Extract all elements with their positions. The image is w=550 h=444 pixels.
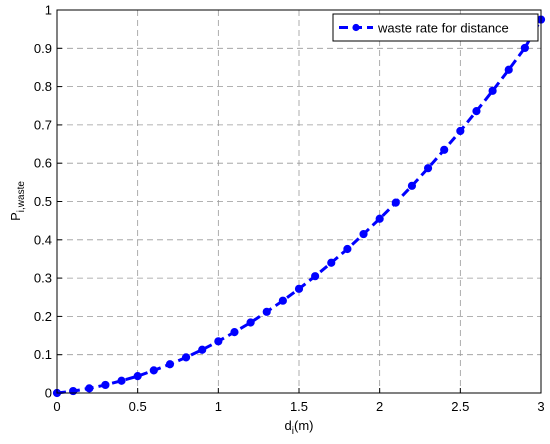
series-marker	[230, 328, 239, 337]
x-label-text: d	[285, 418, 292, 433]
series-marker	[278, 296, 287, 305]
series-marker	[149, 366, 158, 375]
series-marker	[343, 244, 352, 254]
ticks: 0 0.5 1 1.5 2 2.5 3 0 0.1 0.2 0.3 0.4 0.5 0.6 0.7 0.8 0.…	[34, 3, 545, 415]
y-tick-label: 0.7	[34, 117, 52, 132]
y-axis-label: Pi,waste	[8, 181, 27, 221]
y-tick-label: 0.1	[34, 347, 52, 362]
series-marker	[165, 360, 175, 369]
x-axis-label: di(m)	[285, 418, 314, 437]
x-tick-label: 0.5	[129, 399, 147, 414]
series-marker	[117, 376, 126, 385]
series-marker	[311, 272, 320, 281]
series-marker	[375, 214, 384, 223]
series-marker	[246, 318, 255, 327]
series-marker	[327, 258, 336, 267]
y-tick-label: 0	[45, 386, 52, 401]
y-tick-label: 0.5	[34, 194, 52, 209]
series-marker	[359, 229, 368, 239]
legend-label: waste rate for distance	[377, 21, 509, 36]
series-marker	[423, 164, 433, 173]
series-marker	[101, 380, 110, 390]
legend: waste rate for distance	[332, 13, 539, 42]
y-tick-label: 0.9	[34, 41, 52, 56]
series-marker	[407, 181, 417, 190]
series-marker	[472, 107, 481, 116]
y-tick-label: 0.8	[34, 79, 52, 94]
series-marker	[520, 43, 529, 53]
x-tick-label: 2	[376, 399, 383, 414]
series-marker	[133, 372, 142, 381]
series-marker	[198, 345, 207, 354]
x-label-suffix: (m)	[294, 418, 314, 433]
x-tick-label: 1	[215, 399, 222, 414]
y-tick-label: 0.3	[34, 271, 52, 286]
series-marker	[181, 353, 191, 362]
series-marker	[488, 86, 497, 95]
x-tick-label: 1.5	[290, 399, 308, 414]
y-tick-label: 1	[45, 3, 52, 18]
plot	[52, 15, 546, 398]
y-label-subscript: i,waste	[16, 181, 27, 213]
series-marker	[69, 386, 78, 396]
series-marker	[504, 65, 513, 74]
x-tick-label: 2.5	[451, 399, 469, 414]
legend-marker	[352, 23, 360, 32]
x-tick-label: 3	[537, 399, 544, 414]
y-tick-label: 0.4	[34, 232, 52, 247]
x-label-subscript: i	[292, 426, 294, 437]
series-marker	[391, 198, 400, 207]
series-marker	[214, 337, 223, 346]
y-label-text: P	[8, 212, 23, 221]
series-marker	[456, 126, 465, 136]
series-marker	[262, 307, 271, 316]
series-marker	[294, 284, 304, 293]
series-marker	[85, 384, 94, 393]
series-marker	[440, 145, 449, 154]
y-tick-label: 0.2	[34, 309, 52, 324]
y-tick-label: 0.6	[34, 156, 52, 171]
x-tick-label: 0	[53, 399, 60, 414]
